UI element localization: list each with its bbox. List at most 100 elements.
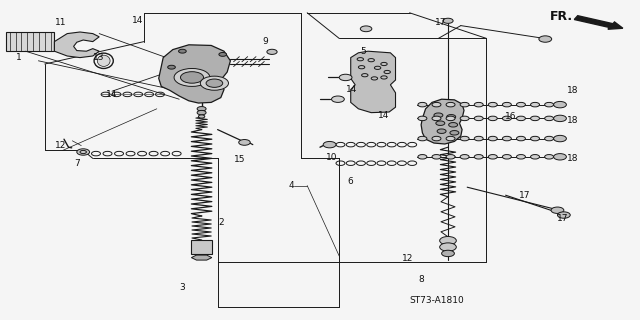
Text: 17: 17 (435, 18, 446, 27)
Circle shape (554, 115, 566, 122)
Circle shape (267, 49, 277, 54)
Text: 14: 14 (378, 111, 390, 120)
Ellipse shape (97, 55, 110, 66)
Circle shape (323, 141, 336, 148)
Circle shape (502, 155, 511, 159)
Text: 1: 1 (17, 53, 22, 62)
Circle shape (437, 129, 446, 133)
Polygon shape (421, 99, 464, 144)
Circle shape (360, 26, 372, 32)
Circle shape (179, 49, 186, 53)
Text: 12: 12 (55, 141, 67, 150)
Circle shape (545, 136, 554, 141)
Text: 9: 9 (263, 37, 268, 46)
Circle shape (551, 207, 564, 213)
Circle shape (557, 212, 570, 218)
Circle shape (432, 155, 441, 159)
Circle shape (502, 116, 511, 121)
Text: ST73-A1810: ST73-A1810 (410, 296, 465, 305)
Circle shape (418, 155, 427, 159)
Circle shape (450, 131, 459, 135)
Circle shape (332, 96, 344, 102)
Circle shape (531, 102, 540, 107)
Circle shape (440, 243, 456, 251)
Circle shape (539, 36, 552, 42)
Text: 14: 14 (106, 90, 118, 99)
Circle shape (434, 113, 443, 117)
Circle shape (418, 102, 427, 107)
Circle shape (168, 65, 175, 69)
Polygon shape (54, 32, 99, 58)
Circle shape (449, 123, 458, 127)
Circle shape (197, 107, 206, 111)
Circle shape (197, 110, 206, 115)
Circle shape (516, 102, 525, 107)
Circle shape (474, 116, 483, 121)
Text: 12: 12 (402, 254, 413, 263)
Circle shape (474, 102, 483, 107)
FancyArrow shape (574, 16, 623, 29)
Text: 11: 11 (55, 18, 67, 27)
Circle shape (443, 18, 453, 23)
Circle shape (474, 136, 483, 141)
Circle shape (554, 101, 566, 108)
Circle shape (200, 76, 228, 90)
Text: 14: 14 (132, 16, 143, 25)
Bar (6, 32, 54, 51)
Circle shape (77, 149, 90, 155)
Circle shape (516, 116, 525, 121)
Polygon shape (159, 45, 230, 103)
Circle shape (219, 52, 227, 56)
Circle shape (446, 116, 455, 121)
Text: FR.: FR. (550, 10, 573, 22)
Text: 5: 5 (360, 47, 365, 56)
Circle shape (502, 102, 511, 107)
Circle shape (446, 136, 455, 141)
Circle shape (488, 116, 497, 121)
Text: 14: 14 (346, 85, 358, 94)
Circle shape (432, 116, 441, 121)
Text: 13: 13 (93, 53, 105, 62)
Circle shape (418, 116, 427, 121)
Circle shape (460, 155, 469, 159)
Circle shape (460, 102, 469, 107)
Text: 10: 10 (326, 153, 337, 162)
Text: 3: 3 (180, 284, 185, 292)
Circle shape (545, 116, 554, 121)
Circle shape (436, 121, 445, 125)
Circle shape (446, 155, 455, 159)
Circle shape (488, 155, 497, 159)
Circle shape (174, 68, 210, 86)
Bar (191, 240, 212, 254)
Circle shape (446, 102, 455, 107)
Circle shape (440, 236, 456, 245)
Circle shape (531, 155, 540, 159)
Text: 16: 16 (505, 112, 516, 121)
Circle shape (545, 155, 554, 159)
Circle shape (206, 79, 223, 87)
Polygon shape (351, 51, 396, 113)
Circle shape (488, 102, 497, 107)
Text: 17: 17 (557, 214, 569, 223)
Text: 18: 18 (567, 86, 579, 95)
Polygon shape (191, 255, 212, 260)
Circle shape (502, 136, 511, 141)
Circle shape (339, 74, 352, 81)
Circle shape (474, 155, 483, 159)
Circle shape (460, 136, 469, 141)
Text: 2: 2 (218, 218, 223, 227)
Circle shape (442, 250, 454, 257)
Text: 18: 18 (567, 116, 579, 125)
Circle shape (488, 136, 497, 141)
Circle shape (418, 136, 427, 141)
Text: 7: 7 (74, 159, 79, 168)
Circle shape (554, 154, 566, 160)
Text: 8: 8 (419, 275, 424, 284)
Circle shape (432, 102, 441, 107)
Circle shape (516, 155, 525, 159)
Circle shape (545, 102, 554, 107)
Circle shape (531, 116, 540, 121)
Circle shape (460, 116, 469, 121)
Circle shape (180, 72, 204, 83)
Circle shape (198, 115, 205, 118)
